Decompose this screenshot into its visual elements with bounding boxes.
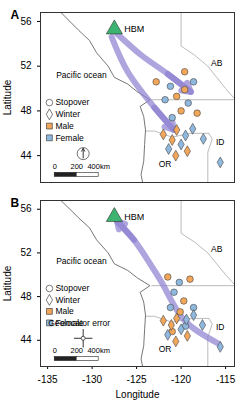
svg-text:400km: 400km [87, 162, 110, 171]
svg-text:HBM: HBM [124, 24, 144, 34]
svg-text:Stopover: Stopover [55, 97, 89, 107]
svg-text:-125: -125 [127, 374, 147, 385]
svg-text:B: B [11, 196, 20, 210]
svg-text:Female: Female [55, 133, 84, 143]
svg-text:AB: AB [211, 58, 223, 68]
svg-text:0: 0 [53, 162, 57, 171]
svg-text:56: 56 [20, 16, 32, 27]
svg-text:Male: Male [55, 121, 74, 131]
svg-text:Pacific ocean: Pacific ocean [56, 70, 107, 80]
svg-text:Longitude: Longitude [116, 389, 160, 400]
svg-text:Pacific ocean: Pacific ocean [56, 256, 107, 266]
svg-text:OR: OR [159, 159, 172, 169]
svg-text:44: 44 [20, 150, 32, 161]
svg-text:Latitude: Latitude [2, 265, 13, 301]
svg-text:OR: OR [159, 344, 172, 354]
svg-text:-135: -135 [38, 374, 58, 385]
svg-text:Geolocator error: Geolocator error [48, 318, 110, 328]
svg-text:A: A [11, 8, 20, 22]
svg-text:48: 48 [20, 105, 32, 116]
svg-text:AB: AB [211, 244, 223, 254]
svg-text:Latitude: Latitude [2, 79, 13, 115]
svg-text:56: 56 [20, 203, 32, 214]
svg-text:HBM: HBM [124, 212, 144, 222]
svg-text:Winter: Winter [55, 295, 80, 305]
svg-text:Winter: Winter [55, 109, 80, 119]
svg-text:-115: -115 [216, 374, 236, 385]
svg-text:Stopover: Stopover [55, 283, 89, 293]
svg-text:-130: -130 [82, 374, 102, 385]
svg-text:0: 0 [53, 346, 57, 355]
svg-text:ID: ID [216, 137, 225, 147]
svg-text:52: 52 [20, 60, 32, 71]
svg-text:Male: Male [55, 306, 74, 316]
svg-text:48: 48 [20, 291, 32, 302]
svg-text:44: 44 [20, 334, 32, 345]
svg-text:-120: -120 [171, 374, 191, 385]
svg-text:ID: ID [216, 322, 225, 332]
svg-text:200: 200 [70, 162, 83, 171]
svg-text:200: 200 [70, 346, 83, 355]
svg-text:52: 52 [20, 247, 32, 258]
svg-text:400km: 400km [87, 346, 110, 355]
